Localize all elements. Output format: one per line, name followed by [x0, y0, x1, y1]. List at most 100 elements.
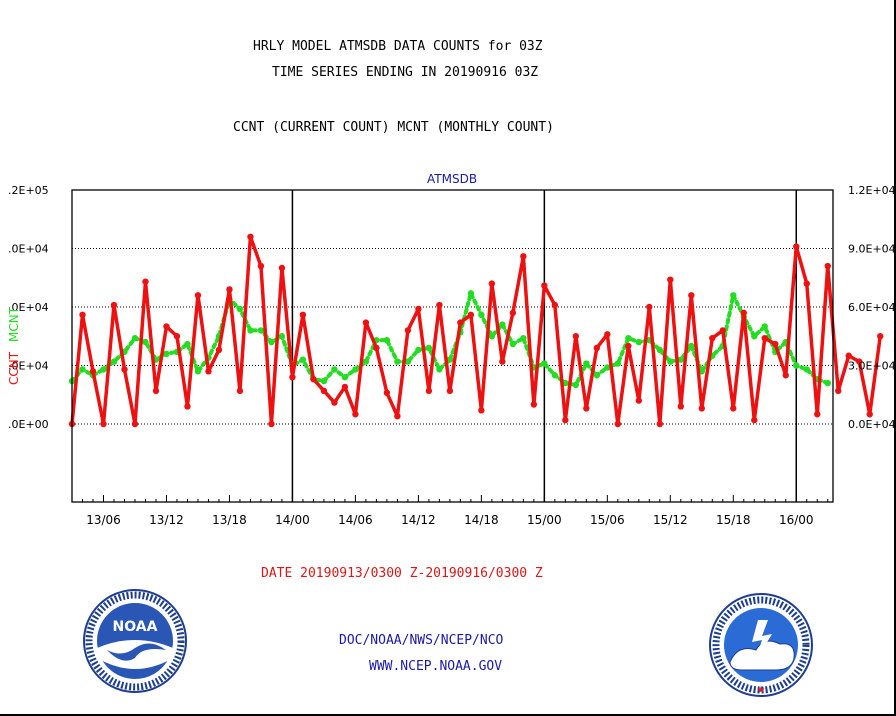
mcnt-point	[593, 372, 601, 379]
ccnt-point	[709, 335, 716, 342]
x-axis-labels: 13/06 13/12 13/18 14/00 14/06 14/12 14/18 15/00…	[81, 495, 829, 527]
day-boundary-lines	[291, 190, 798, 502]
org-line: DOC/NOAA/NWS/NCEP/NCO	[339, 633, 504, 648]
x-tick-label: 15/00	[527, 513, 562, 527]
ccnt-point	[656, 420, 664, 428]
ccnt-point	[436, 301, 443, 309]
ccnt-point	[142, 278, 149, 285]
y-tick-label-right: 6.0E+04	[848, 301, 896, 314]
ccnt-point	[803, 280, 810, 287]
ccnt-point	[719, 327, 726, 334]
mcnt-point	[467, 290, 475, 297]
ccnt-point	[457, 319, 464, 326]
ccnt-point	[551, 301, 559, 309]
ccnt-point	[814, 411, 821, 418]
ccnt-point	[530, 401, 538, 408]
mcnt-point	[247, 327, 254, 334]
mcnt-point	[625, 335, 632, 342]
noaa-logo-text: NOAA	[113, 619, 158, 635]
ccnt-point	[541, 282, 548, 289]
mcnt-point	[793, 362, 800, 369]
mcnt-point	[352, 366, 359, 373]
ccnt-point	[352, 411, 359, 418]
y-tick-label-right: 1.2E+04	[848, 184, 896, 197]
date-range: DATE 20190913/0300 Z-20190916/0300 Z	[261, 566, 543, 581]
mcnt-point	[803, 366, 810, 373]
mcnt-point	[404, 358, 412, 365]
ccnt-point	[740, 309, 747, 317]
mcnt-point	[551, 372, 559, 379]
mcnt-point	[656, 346, 664, 354]
ccnt-point	[110, 301, 118, 309]
x-tick-label: 13/12	[149, 513, 184, 527]
nws-star-icon: ★	[757, 685, 766, 696]
y-tick-label-left: .0E+00	[8, 418, 49, 431]
ccnt-point	[856, 358, 863, 365]
ccnt-point	[562, 416, 569, 424]
ccnt-point	[583, 405, 590, 412]
ccnt-point	[173, 333, 181, 340]
ccnt-point	[205, 368, 212, 375]
ccnt-point	[499, 358, 506, 365]
plot-border	[71, 189, 834, 503]
mcnt-point	[604, 364, 611, 371]
mcnt-point	[194, 368, 202, 375]
ccnt-point	[824, 262, 831, 270]
mcnt-point	[425, 344, 433, 352]
ccnt-point	[163, 323, 170, 330]
mcnt-point	[331, 366, 338, 373]
x-tick-label: 14/18	[464, 513, 499, 527]
ccnt-point	[247, 233, 254, 240]
mcnt-point	[751, 333, 758, 340]
y-tick-label-left: .2E+05	[8, 184, 49, 197]
ccnt-point	[782, 372, 789, 379]
ccnt-point	[394, 413, 401, 420]
mcnt-point	[299, 356, 307, 363]
mcnt-point	[583, 360, 590, 367]
ccnt-point	[625, 342, 632, 350]
mcnt-point	[635, 338, 643, 346]
y-tick-label-left: .0E+04	[8, 301, 49, 314]
mcnt-point	[572, 381, 580, 389]
nws-logo: ★	[709, 593, 813, 697]
ccnt-point	[835, 387, 842, 395]
ccnt-point	[226, 286, 233, 293]
ccnt-point	[845, 352, 852, 359]
ccnt-point	[373, 344, 380, 352]
ccnt-point	[89, 368, 97, 375]
ccnt-point	[131, 420, 139, 428]
ccnt-point	[278, 264, 286, 272]
mcnt-point	[257, 327, 265, 334]
y-tick-label-left: .0E+04	[8, 360, 49, 373]
y-tick-label-right: 9.0E+04	[848, 243, 896, 256]
x-tick-label: 14/12	[401, 513, 436, 527]
mcnt-point	[184, 340, 191, 348]
ccnt-point	[572, 333, 580, 340]
ccnt-point	[331, 399, 338, 406]
ccnt-point	[310, 375, 317, 383]
mcnt-point	[100, 366, 107, 373]
mcnt-point	[614, 360, 622, 367]
ccnt-point	[268, 420, 275, 428]
ccnt-point	[320, 387, 328, 395]
ccnt-point	[404, 327, 412, 334]
ccnt-point	[152, 387, 160, 395]
x-tick-label: 16/00	[779, 513, 814, 527]
ccnt-point	[184, 403, 191, 410]
y-tick-label-left: .0E+04	[8, 243, 49, 256]
mcnt-point	[415, 346, 422, 354]
ccnt-point	[467, 311, 475, 318]
ccnt-point	[877, 333, 884, 340]
ccnt-point	[751, 416, 758, 424]
ccnt-point	[730, 405, 737, 412]
mcnt-point	[362, 358, 370, 365]
x-tick-label: 15/12	[653, 513, 688, 527]
y-tick-label-right: 3.0E+04	[848, 360, 896, 373]
ccnt-point	[604, 331, 611, 338]
mcnt-point	[730, 292, 737, 299]
mcnt-point	[541, 360, 548, 367]
ccnt-point	[194, 292, 202, 299]
ccnt-point	[866, 411, 873, 418]
ccnt-point	[646, 303, 653, 311]
